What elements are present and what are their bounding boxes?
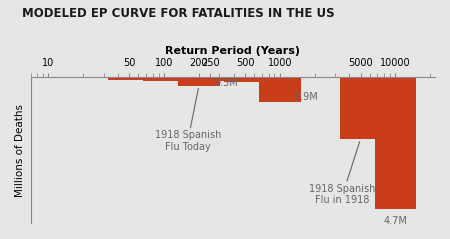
- Y-axis label: Millions of Deaths: Millions of Deaths: [15, 103, 25, 196]
- Text: 0.3M: 0.3M: [214, 78, 238, 88]
- X-axis label: Return Period (Years): Return Period (Years): [165, 46, 300, 56]
- Text: 0.9M: 0.9M: [295, 92, 319, 103]
- Text: MODELED EP CURVE FOR FATALITIES IN THE US: MODELED EP CURVE FOR FATALITIES IN THE U…: [22, 7, 335, 20]
- Text: 4.7M: 4.7M: [383, 216, 407, 226]
- Text: 1918 Spanish
Flu Today: 1918 Spanish Flu Today: [154, 88, 221, 152]
- Text: 1918 Spanish
Flu in 1918: 1918 Spanish Flu in 1918: [310, 141, 376, 205]
